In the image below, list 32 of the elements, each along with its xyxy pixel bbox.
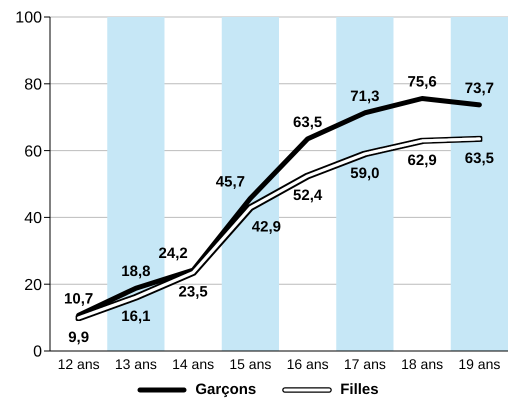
x-tick-label: 16 ans [286, 356, 329, 372]
data-label: 24,2 [158, 245, 188, 262]
data-label: 73,7 [464, 80, 494, 97]
x-tick-label: 19 ans [458, 356, 500, 372]
data-label: 18,8 [121, 263, 150, 280]
data-label: 62,9 [408, 152, 437, 169]
y-tick-label: 0 [33, 344, 42, 361]
y-tick-label: 80 [24, 76, 42, 94]
y-tick-label: 40 [24, 210, 42, 228]
x-tick-label: 15 ans [229, 356, 272, 372]
legend-label: Garçons [195, 381, 256, 398]
data-label: 16,1 [121, 308, 150, 326]
x-tick-label: 14 ans [172, 356, 214, 372]
data-label: 9,9 [68, 328, 90, 346]
data-label: 10,7 [64, 290, 94, 308]
data-label: 45,7 [216, 173, 245, 190]
x-tick-label: 17 ans [344, 356, 386, 372]
x-tick-label: 13 ans [114, 356, 157, 372]
legend-label: Filles [340, 381, 379, 398]
x-tick-label: 12 ans [58, 356, 100, 372]
data-label: 59,0 [350, 164, 380, 182]
data-label: 23,5 [178, 284, 208, 301]
data-label: 63,5 [464, 150, 494, 167]
y-tick-label: 100 [15, 10, 42, 27]
data-label: 52,4 [293, 186, 323, 204]
y-tick-label: 60 [24, 143, 42, 160]
data-label: 63,5 [293, 114, 322, 131]
y-tick-label: 20 [24, 276, 42, 294]
data-label: 42,9 [252, 218, 281, 236]
data-label: 75,6 [408, 73, 437, 90]
x-tick-label: 18 ans [401, 356, 444, 372]
data-label: 71,3 [350, 88, 380, 105]
